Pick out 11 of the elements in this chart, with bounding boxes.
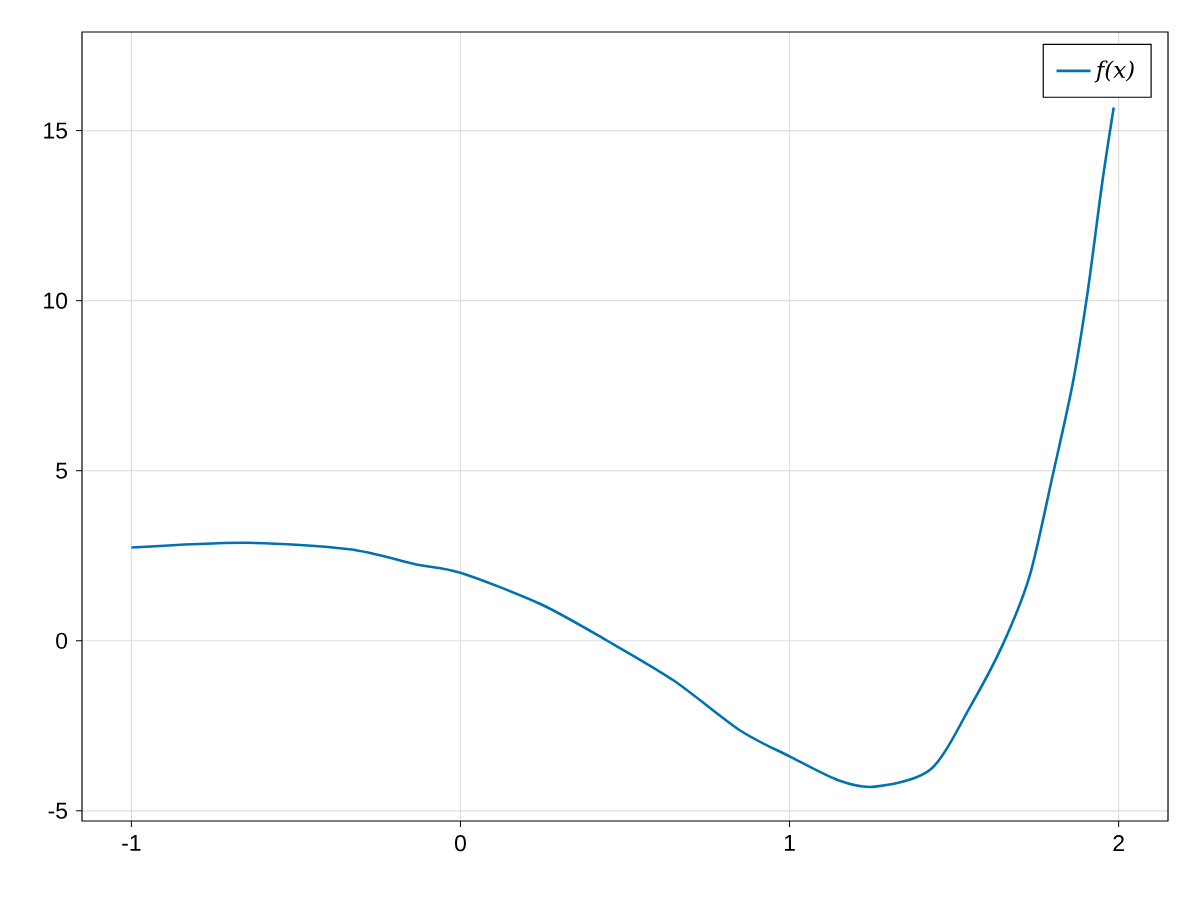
y-tick-label: 10 — [44, 292, 68, 309]
x-tick-label: 2 — [1113, 835, 1124, 852]
y-tick-label: 15 — [44, 122, 67, 139]
line-series — [130, 106, 1115, 788]
x-tick-label: 1 — [784, 835, 795, 851]
y-tick-label: 0 — [56, 632, 68, 649]
y-tick-label: 5 — [56, 462, 67, 479]
x-tick-label: 0 — [454, 835, 466, 852]
y-tick-label: -5 — [48, 802, 67, 819]
legend-label: f(x) — [1094, 60, 1134, 83]
x-tick-label: -1 — [122, 835, 141, 851]
